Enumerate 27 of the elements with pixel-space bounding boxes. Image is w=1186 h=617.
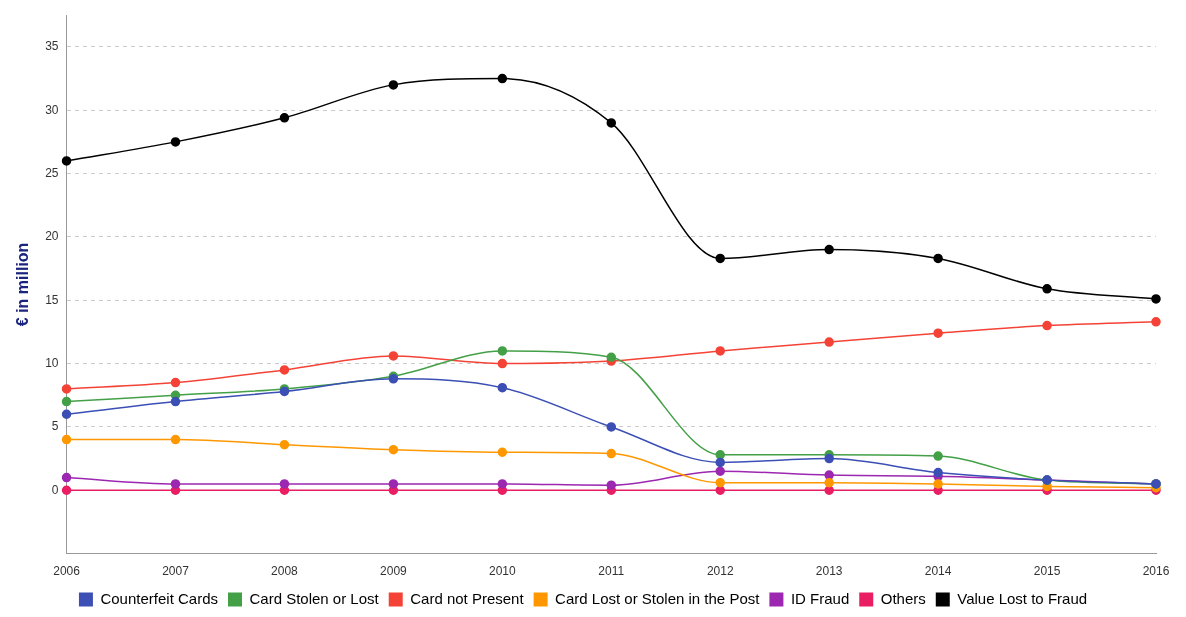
x-tick-label: 2012 <box>706 564 734 579</box>
x-tick-label: 2010 <box>488 564 516 579</box>
legend-label: Others <box>880 589 926 607</box>
x-tick-label: 2014 <box>924 564 952 579</box>
y-tick-label: 20 <box>45 229 59 244</box>
legend-label: Value Lost to Fraud <box>957 589 1088 607</box>
legend-label: Card Lost or Stolen in the Post <box>555 589 761 607</box>
y-tick-label: 35 <box>45 39 59 54</box>
y-axis-title: € in million <box>14 242 32 327</box>
y-tick-label: 10 <box>45 355 59 370</box>
x-tick-label: 2016 <box>1142 564 1170 579</box>
y-tick-label: 0 <box>51 482 59 497</box>
legend-label: ID Fraud <box>790 589 850 607</box>
legend-label: Card Stolen or Lost <box>249 589 380 607</box>
x-tick-label: 2006 <box>53 564 81 579</box>
y-tick-label: 15 <box>45 292 59 307</box>
legend-label: Counterfeit Cards <box>100 589 218 607</box>
x-tick-label: 2013 <box>815 564 843 579</box>
x-tick-label: 2015 <box>1033 564 1061 579</box>
x-tick-label: 2009 <box>380 564 408 579</box>
y-tick-label: 25 <box>45 165 59 180</box>
x-tick-label: 2011 <box>598 564 625 579</box>
x-tick-label: 2008 <box>271 564 299 579</box>
y-tick-label: 5 <box>51 419 59 434</box>
y-tick-label: 30 <box>45 102 59 117</box>
x-tick-label: 2007 <box>162 564 190 579</box>
legend-label: Card not Present <box>410 589 525 607</box>
